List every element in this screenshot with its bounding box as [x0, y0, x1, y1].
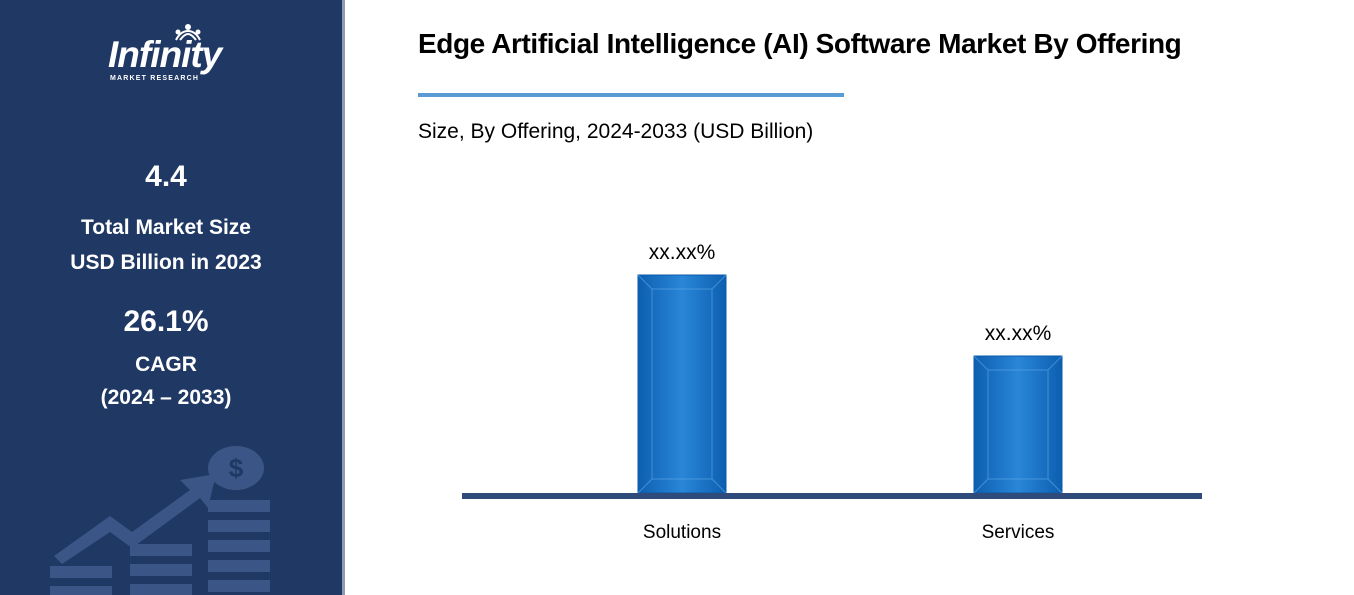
bar-chart: xx.xx% Solutions xx.xx% Services	[462, 241, 1202, 543]
bar-rect	[637, 274, 727, 494]
bar-solutions	[637, 274, 727, 494]
bar-services	[973, 355, 1063, 494]
cagr-period: (2024 – 2033)	[100, 386, 232, 409]
market-size-value: 4.4	[145, 160, 187, 193]
cagr-label: CAGR	[135, 353, 197, 376]
chart-subtitle: Size, By Offering, 2024-2033 (USD Billio…	[418, 120, 814, 143]
data-label-services: xx.xx%	[985, 322, 1052, 345]
logo-figures-icon	[175, 24, 201, 41]
svg-text:$: $	[229, 453, 244, 483]
data-label-solutions: xx.xx%	[649, 241, 716, 264]
bar-bevel	[637, 274, 727, 494]
title-underline	[418, 93, 844, 97]
x-tick-label-solutions: Solutions	[643, 522, 721, 543]
x-tick-label-services: Services	[982, 522, 1055, 543]
market-size-label-line1: Total Market Size	[81, 216, 251, 239]
bar-rect	[973, 355, 1063, 494]
market-size-label-line2: USD Billion in 2023	[70, 251, 262, 274]
cagr-value: 26.1%	[123, 305, 209, 338]
dollar-growth-icon: $	[50, 446, 270, 595]
bar-bevel	[973, 355, 1063, 494]
sidebar-divider	[342, 0, 345, 595]
brand-name: Infinity	[108, 34, 222, 75]
chart-title: Edge Artificial Intelligence (AI) Softwa…	[418, 28, 1182, 59]
x-axis-baseline	[462, 493, 1202, 499]
brand-logo: Infinity MARKET RESEARCH	[100, 24, 250, 88]
brand-tagline: MARKET RESEARCH	[110, 75, 200, 82]
sidebar: Infinity MARKET RESEARCH 4.4 Total Marke…	[0, 0, 342, 595]
